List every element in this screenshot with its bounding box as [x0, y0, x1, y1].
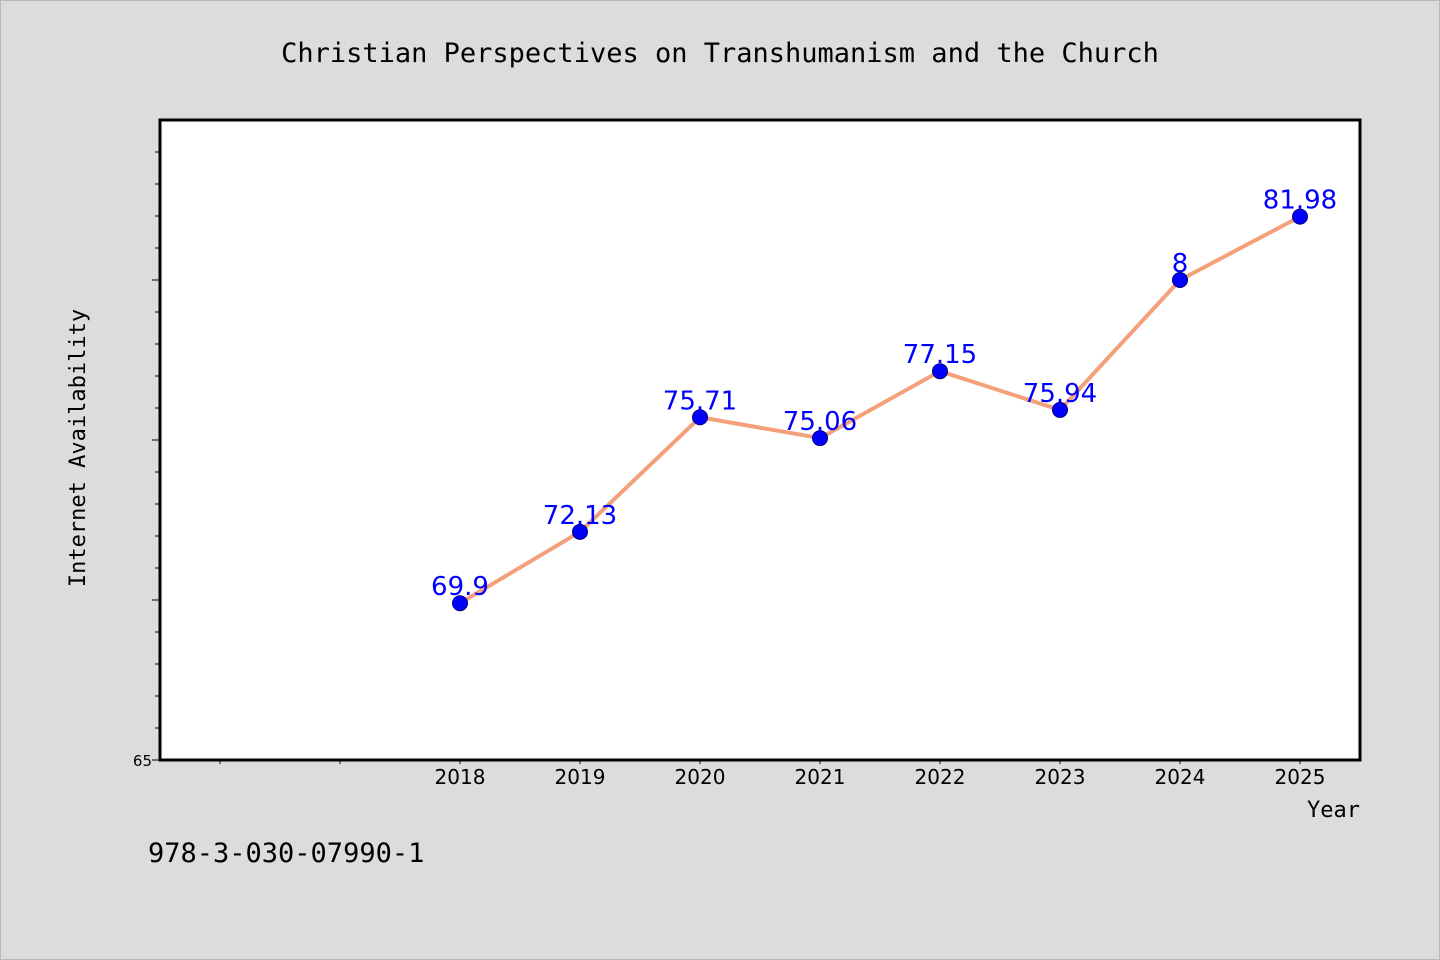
y-axis-ticks: [152, 151, 160, 761]
data-point: [452, 595, 468, 612]
x-tick-label: 2024: [1155, 765, 1206, 789]
data-point: [1172, 272, 1188, 288]
x-axis-label: Year: [1307, 798, 1360, 823]
data-label: 8: [1172, 249, 1189, 279]
x-tick-label: 2021: [795, 765, 846, 789]
footer-note: 978-3-030-07990-1: [148, 838, 424, 869]
y-axis-label: Internet Availability: [66, 309, 91, 587]
data-point: [572, 523, 588, 540]
x-tick-label: 2022: [915, 765, 966, 789]
y-tick-label-min: 65: [133, 752, 152, 770]
plot-area: [158, 118, 1362, 762]
data-point: [812, 430, 828, 447]
x-tick-label: 2020: [675, 765, 726, 789]
series-line: [458, 214, 1302, 606]
x-tick-label: 2019: [555, 765, 606, 789]
x-tick-label: 2025: [1275, 765, 1326, 789]
x-tick-label: 2018: [435, 765, 486, 789]
x-axis-ticks: 2018 2019 2020 2021 2022 2023 2024 2025: [219, 760, 1326, 789]
data-point: [1292, 208, 1308, 225]
data-point: [932, 363, 948, 380]
data-point: [692, 409, 708, 426]
data-point: [1052, 401, 1068, 418]
x-tick-label: 2023: [1035, 765, 1086, 789]
chart-title: Christian Perspectives on Transhumanism …: [281, 38, 1159, 69]
